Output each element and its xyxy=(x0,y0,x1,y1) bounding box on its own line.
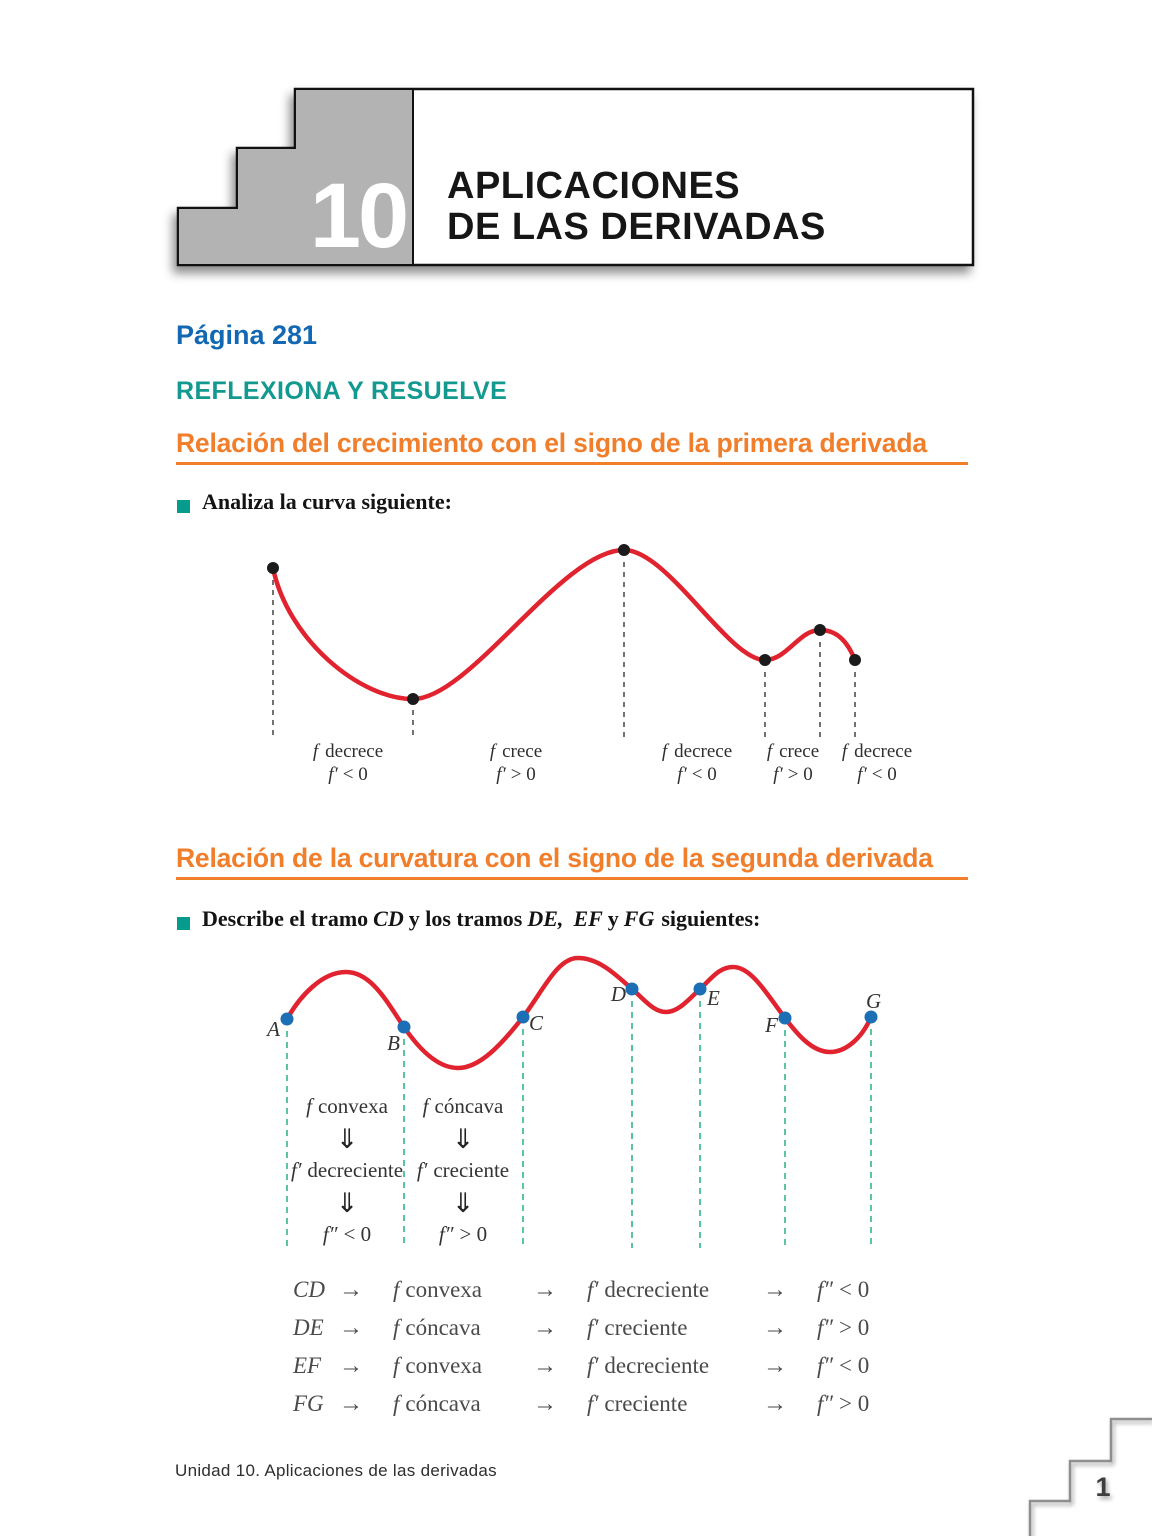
right-arrow-icon: → xyxy=(533,1277,557,1303)
unit-title-line2: DE LAS DERIVADAS xyxy=(447,206,826,248)
conclusion-row: FG → f cóncava → f′ creciente → f″ > 0 xyxy=(293,1391,870,1417)
page-label: Página 281 xyxy=(176,320,318,350)
conclusion-row: DE → f cóncava → f′ creciente → f″ > 0 xyxy=(293,1315,870,1341)
curve2-path xyxy=(284,955,874,1071)
interval-label: f crece f′ > 0 xyxy=(766,741,820,785)
right-arrow-icon: → xyxy=(763,1315,787,1341)
topic-heading-1: Relación del crecimiento con el signo de… xyxy=(176,428,927,458)
heading-underline-1 xyxy=(176,462,968,465)
interval-label: f decrece f′ < 0 xyxy=(841,741,913,785)
heading-underline-2 xyxy=(176,877,968,880)
f-symbol: f xyxy=(489,741,496,762)
f-prime-symbol: f′ xyxy=(857,764,867,785)
segment-de: DE, xyxy=(527,906,564,931)
stairs-icon xyxy=(177,88,414,266)
right-arrow-icon: → xyxy=(763,1353,787,1379)
curve1-figure xyxy=(267,544,861,738)
point-label: F xyxy=(764,1013,778,1037)
footer-stairs-icon: 1 xyxy=(1028,1417,1152,1536)
right-arrow-icon: → xyxy=(533,1353,557,1379)
interval-label: f crece f′ > 0 xyxy=(489,741,543,785)
interval-label: f decrece f′ < 0 xyxy=(661,741,733,785)
f-prime-symbol: f′ xyxy=(416,1158,428,1182)
point-label: E xyxy=(706,986,720,1010)
point-label: B xyxy=(387,1031,400,1055)
interval-label: f decrece f′ < 0 xyxy=(312,741,384,785)
conclusion-row: EF → f convexa → f′ decreciente → f″ < 0 xyxy=(293,1353,870,1379)
right-arrow-icon: → xyxy=(339,1353,363,1379)
exercise-prompt-2: Describe el tramo CD y los tramos DE, EF y FG s… xyxy=(202,906,761,931)
f-symbol: f xyxy=(766,741,773,762)
conclusions-block: CD → f convexa → f′ decreciente → f″ < 0 DE… xyxy=(293,1277,869,1429)
bullet-square-icon xyxy=(177,917,190,930)
topic-heading-2: Relación de la curvatura con el signo de… xyxy=(176,843,933,873)
section-heading: REFLEXIONA Y RESUELVE xyxy=(176,377,508,405)
f-symbol: f xyxy=(841,741,848,762)
curve1-path xyxy=(270,547,858,702)
unit-title-line1: APLICACIONES xyxy=(447,165,740,207)
f-symbol: f xyxy=(306,1094,312,1118)
page-number: 1 xyxy=(1095,1472,1110,1502)
right-arrow-icon: → xyxy=(339,1391,363,1417)
double-down-arrow-icon: ⇓ xyxy=(451,1124,475,1154)
f-prime-symbol: f′ xyxy=(290,1158,302,1182)
right-arrow-icon: → xyxy=(763,1277,787,1303)
f-symbol: f xyxy=(422,1094,429,1118)
double-down-arrow-icon: ⇓ xyxy=(335,1188,359,1218)
f-second-symbol: f″ xyxy=(438,1222,454,1246)
curve2-figure: A B C D E F G xyxy=(265,955,881,1248)
f-prime-symbol: f′ xyxy=(328,764,338,785)
segment-ef: EF xyxy=(573,906,603,931)
exercise-prompt-1: Analiza la curva siguiente: xyxy=(202,489,452,514)
f-prime-symbol: f′ xyxy=(496,764,506,785)
point-label: A xyxy=(265,1017,280,1041)
bullet-square-icon xyxy=(177,500,190,513)
f-symbol: f xyxy=(312,741,319,762)
f-second-symbol: f″ xyxy=(322,1222,338,1246)
f-prime-symbol: f′ xyxy=(677,764,687,785)
f-prime-symbol: f′ xyxy=(773,764,783,785)
unit-header-banner: 10 APLICACIONES DE LAS DERIVADAS xyxy=(176,87,975,267)
point-label: D xyxy=(610,982,626,1006)
right-arrow-icon: → xyxy=(763,1391,787,1417)
implication-column-concave: f cóncava ⇓ f′ creciente ⇓ f″ > 0 xyxy=(416,1094,510,1246)
right-arrow-icon: → xyxy=(533,1391,557,1417)
right-arrow-icon: → xyxy=(533,1315,557,1341)
f-symbol: f xyxy=(661,741,668,762)
right-arrow-icon: → xyxy=(339,1315,363,1341)
point-label: C xyxy=(529,1011,544,1035)
double-down-arrow-icon: ⇓ xyxy=(335,1124,359,1154)
footer-text: Unidad 10. Aplicaciones de las derivadas xyxy=(175,1461,497,1480)
implication-column-convex: f convexa ⇓ f′ decreciente ⇓ f″ < 0 xyxy=(290,1094,404,1246)
double-down-arrow-icon: ⇓ xyxy=(451,1188,475,1218)
point-label: G xyxy=(866,989,881,1013)
right-arrow-icon: → xyxy=(339,1277,363,1303)
conclusion-row: CD → f convexa → f′ decreciente → f″ < 0 xyxy=(293,1277,870,1303)
unit-number: 10 xyxy=(310,165,406,267)
segment-fg: FG xyxy=(623,906,655,931)
segment-cd: CD xyxy=(373,906,404,931)
